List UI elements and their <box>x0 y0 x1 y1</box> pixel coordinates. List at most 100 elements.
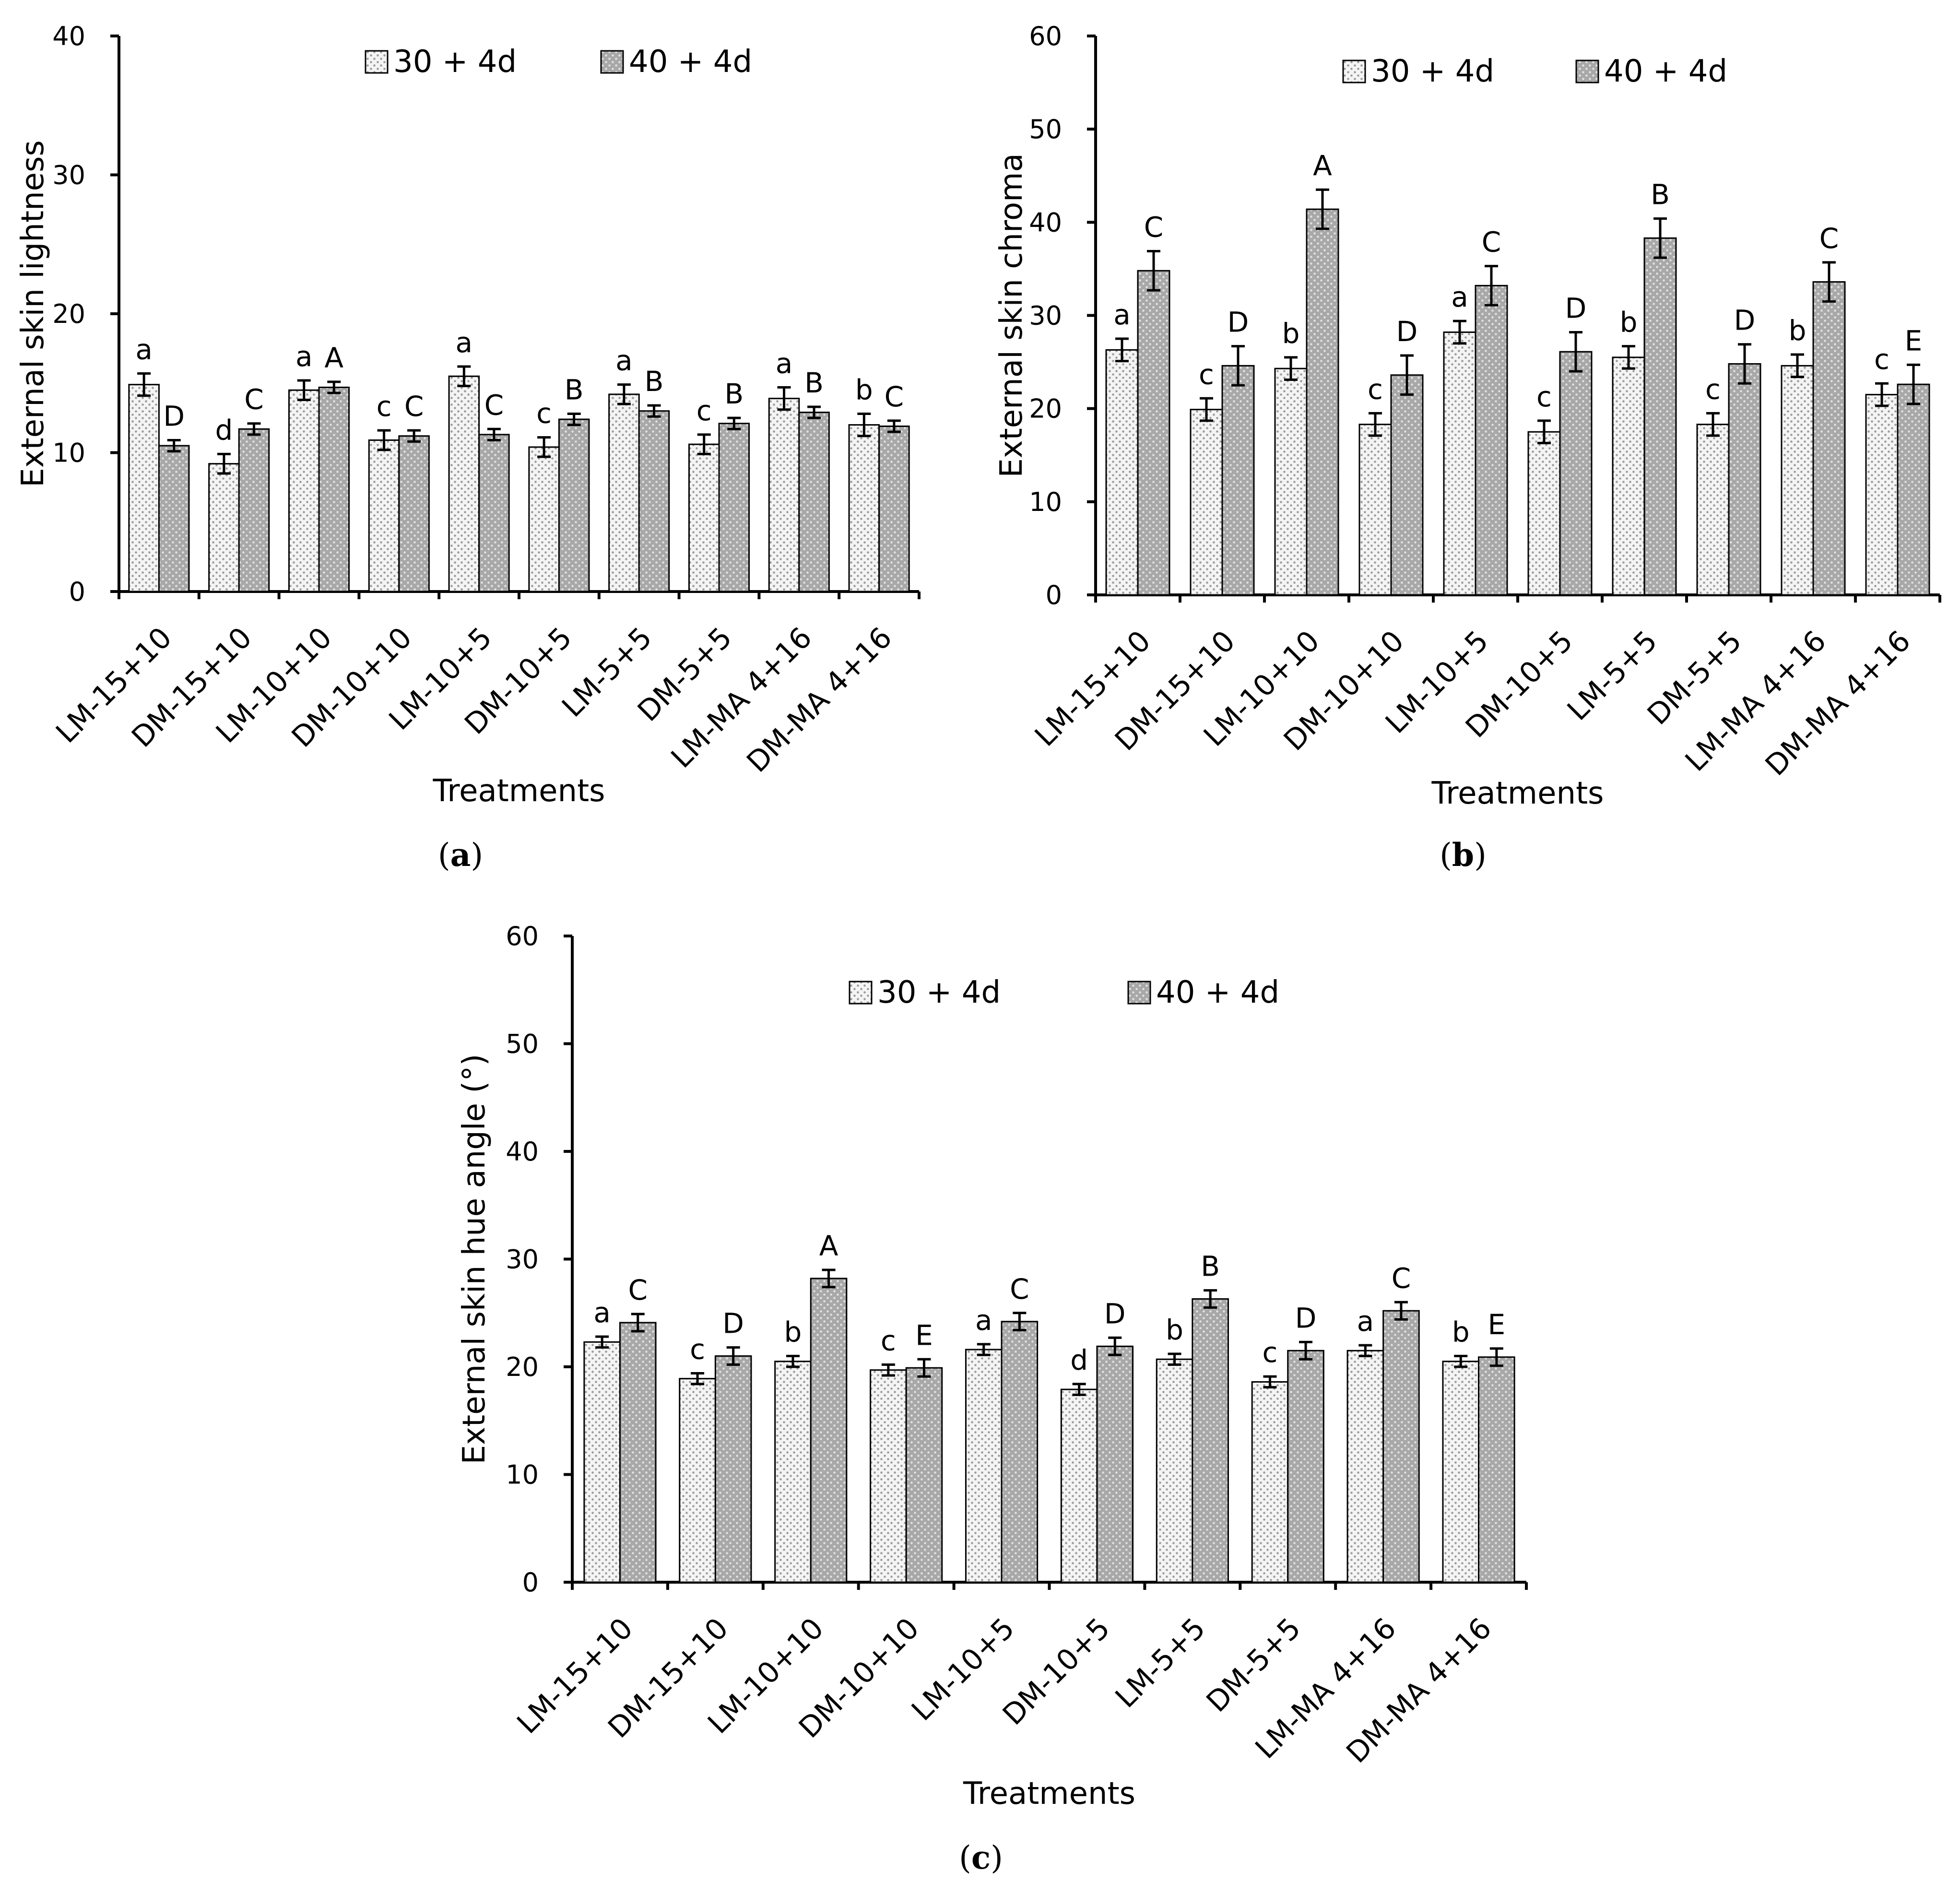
significance-label: D <box>1295 1302 1317 1334</box>
significance-label: c <box>1705 373 1721 405</box>
significance-label: B <box>804 367 824 399</box>
significance-label: b <box>855 373 873 406</box>
legend-label: 30 + 4d <box>1371 54 1494 89</box>
legend-swatch-s1 <box>1342 59 1366 83</box>
significance-label: B <box>1201 1250 1220 1283</box>
legend-label: 40 + 4d <box>1604 54 1727 89</box>
bar-s1 <box>1781 365 1814 596</box>
significance-label: D <box>1396 315 1418 348</box>
significance-label: c <box>881 1325 896 1357</box>
category-label: LM-MA 4+16 <box>665 621 819 775</box>
significance-label: b <box>1620 306 1638 339</box>
significance-label: D <box>1228 306 1249 339</box>
category-label: LM-5+5 <box>1109 1611 1212 1715</box>
legend-swatch-s1 <box>365 50 389 74</box>
bar-s1 <box>608 393 640 592</box>
bar-s1 <box>1443 331 1476 596</box>
significance-label: C <box>1010 1273 1029 1305</box>
panel-tag: (a) <box>438 836 483 874</box>
chart-panel-c: 0102030405060aCLM-15+10cDDM-15+10bALM-10… <box>457 921 1528 1876</box>
y-tick-label: 0 <box>522 1567 539 1598</box>
significance-label: d <box>215 414 233 446</box>
significance-label: a <box>295 340 313 373</box>
y-tick-label: 0 <box>69 577 85 607</box>
y-tick-label: 0 <box>1046 580 1062 610</box>
significance-label: b <box>1166 1314 1183 1346</box>
bar-s2 <box>878 425 910 592</box>
bar-s2 <box>1382 1310 1420 1583</box>
significance-label: A <box>324 342 343 374</box>
bar-s1 <box>1358 424 1392 596</box>
legend-swatch-s2 <box>600 50 624 74</box>
y-tick-label: 20 <box>52 299 85 329</box>
x-axis-title: Treatments <box>1431 776 1604 811</box>
significance-label: D <box>722 1307 744 1340</box>
bar-s2 <box>619 1322 657 1583</box>
bar-s1 <box>870 1369 907 1583</box>
significance-label: C <box>628 1274 648 1306</box>
bar-s1 <box>583 1341 621 1583</box>
significance-label: D <box>1565 292 1587 324</box>
bar-s1 <box>679 1378 716 1583</box>
chart-panel-b: 0102030405060aCLM-15+10cDDM-15+10bALM-10… <box>994 21 1941 874</box>
y-tick-label: 20 <box>1029 394 1062 424</box>
significance-label: C <box>484 389 504 421</box>
bar-s2 <box>1478 1356 1515 1583</box>
significance-label: c <box>1199 358 1214 391</box>
significance-label: b <box>784 1316 802 1349</box>
significance-label: a <box>135 333 153 366</box>
significance-label: a <box>593 1296 611 1329</box>
legend-swatch-s2 <box>1575 59 1599 83</box>
significance-label: c <box>1263 1336 1278 1369</box>
significance-label: C <box>404 390 424 423</box>
bar-s2 <box>478 434 510 592</box>
bar-s2 <box>810 1278 848 1583</box>
x-axis-title: Treatments <box>433 773 605 809</box>
bar-s2 <box>1643 237 1677 596</box>
bar-s1 <box>1696 424 1730 596</box>
bar-s1 <box>1442 1361 1480 1583</box>
bar-s1 <box>288 389 320 592</box>
y-tick-label: 10 <box>52 438 85 468</box>
significance-label: C <box>1392 1262 1411 1294</box>
bar-s2 <box>1287 1350 1324 1583</box>
y-tick-label: 30 <box>506 1244 539 1275</box>
significance-label: c <box>690 1333 705 1365</box>
bar-s2 <box>714 1355 752 1583</box>
significance-label: C <box>244 383 264 416</box>
y-tick-label: 10 <box>1029 487 1062 517</box>
bar-s1 <box>368 439 400 592</box>
bar-s2 <box>1137 270 1170 596</box>
bar-s1 <box>1274 367 1308 596</box>
bar-s1 <box>1156 1358 1193 1583</box>
bar-s1 <box>1527 431 1561 596</box>
significance-label: b <box>1452 1316 1470 1349</box>
legend-label: 30 + 4d <box>877 975 1001 1010</box>
bar-s2 <box>1001 1321 1039 1583</box>
significance-label: a <box>1357 1305 1374 1338</box>
y-tick-label: 40 <box>506 1137 539 1167</box>
significance-label: c <box>1536 380 1552 413</box>
bar-s1 <box>1865 394 1899 596</box>
significance-label: a <box>456 326 473 359</box>
significance-label: b <box>1282 317 1300 350</box>
significance-label: c <box>377 390 392 423</box>
significance-label: c <box>697 394 712 427</box>
significance-label: D <box>1104 1297 1126 1330</box>
bar-s1 <box>1612 356 1645 596</box>
bar-s2 <box>1390 374 1424 596</box>
category-label: DM-MA 4+16 <box>1759 624 1917 782</box>
bar-s2 <box>398 435 430 592</box>
significance-label: a <box>1113 298 1131 331</box>
legend-label: 40 + 4d <box>1156 975 1279 1010</box>
significance-label: a <box>975 1304 992 1337</box>
bar-s1 <box>848 424 880 592</box>
significance-label: D <box>1734 304 1756 337</box>
bar-s2 <box>238 428 270 592</box>
y-tick-label: 30 <box>52 160 85 190</box>
bar-s1 <box>965 1349 1003 1583</box>
significance-label: b <box>1789 314 1807 347</box>
bar-s2 <box>1812 281 1846 596</box>
